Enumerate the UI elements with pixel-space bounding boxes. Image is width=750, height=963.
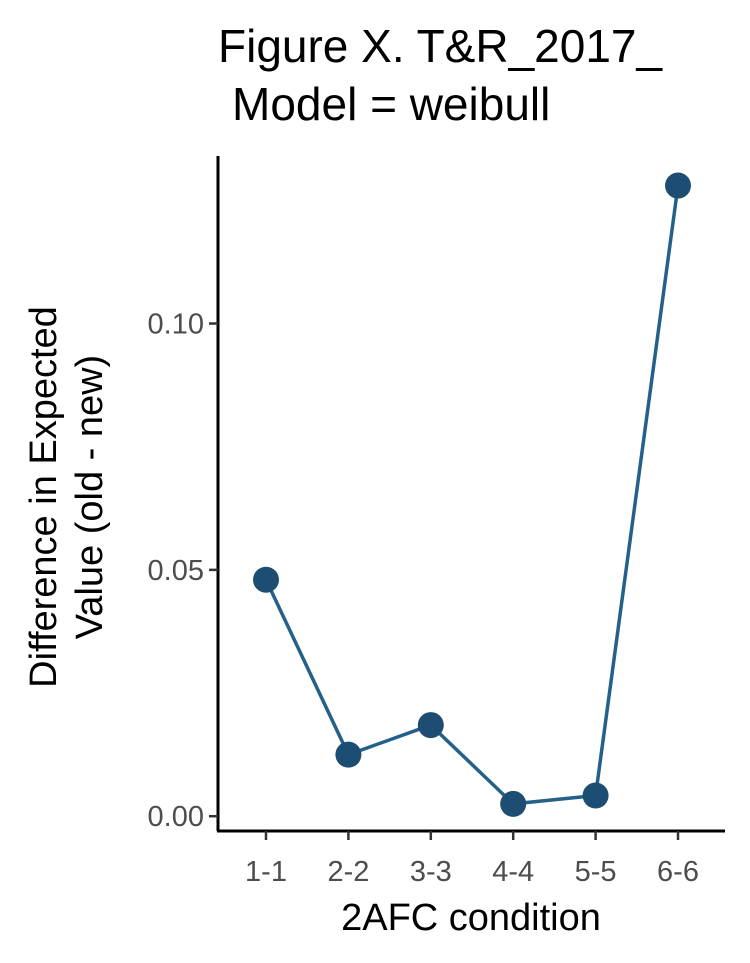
chart-title-line-2: Model = weibull — [232, 78, 550, 130]
x-axis-title: 2AFC condition — [341, 897, 601, 939]
series-line — [264, 185, 680, 806]
data-point-1-1 — [253, 566, 279, 593]
data-point-2-2 — [335, 741, 362, 768]
x-tick-label: 2-2 — [327, 856, 369, 888]
x-tick-label: 1-1 — [245, 856, 287, 888]
x-tick-label: 6-6 — [657, 856, 699, 888]
series-group — [253, 172, 691, 817]
data-point-3-3 — [417, 712, 444, 739]
data-point-5-5 — [582, 782, 609, 809]
x-tick-label: 5-5 — [575, 856, 617, 888]
x-tick-label: 3-3 — [410, 856, 452, 888]
y-tick-label: 0.05 — [148, 555, 204, 587]
y-axis-ticks: 0.00 0.05 0.10 — [148, 309, 218, 833]
y-tick-label: 0.00 — [148, 801, 204, 833]
y-tick-label: 0.10 — [148, 309, 204, 341]
data-point-6-6 — [665, 172, 691, 199]
y-axis-title: Difference in Expected Value (old - new) — [23, 306, 111, 688]
data-point-4-4 — [500, 790, 527, 817]
x-axis-ticks: 1-1 2-2 3-3 4-4 5-5 6-6 — [245, 831, 699, 888]
y-axis-title-line-1: Difference in Expected — [23, 306, 65, 688]
x-tick-label: 4-4 — [492, 856, 534, 888]
chart-title-line-1: Figure X. T&R_2017_ — [218, 20, 663, 72]
y-axis-title-line-2: Value (old - new) — [69, 355, 111, 639]
